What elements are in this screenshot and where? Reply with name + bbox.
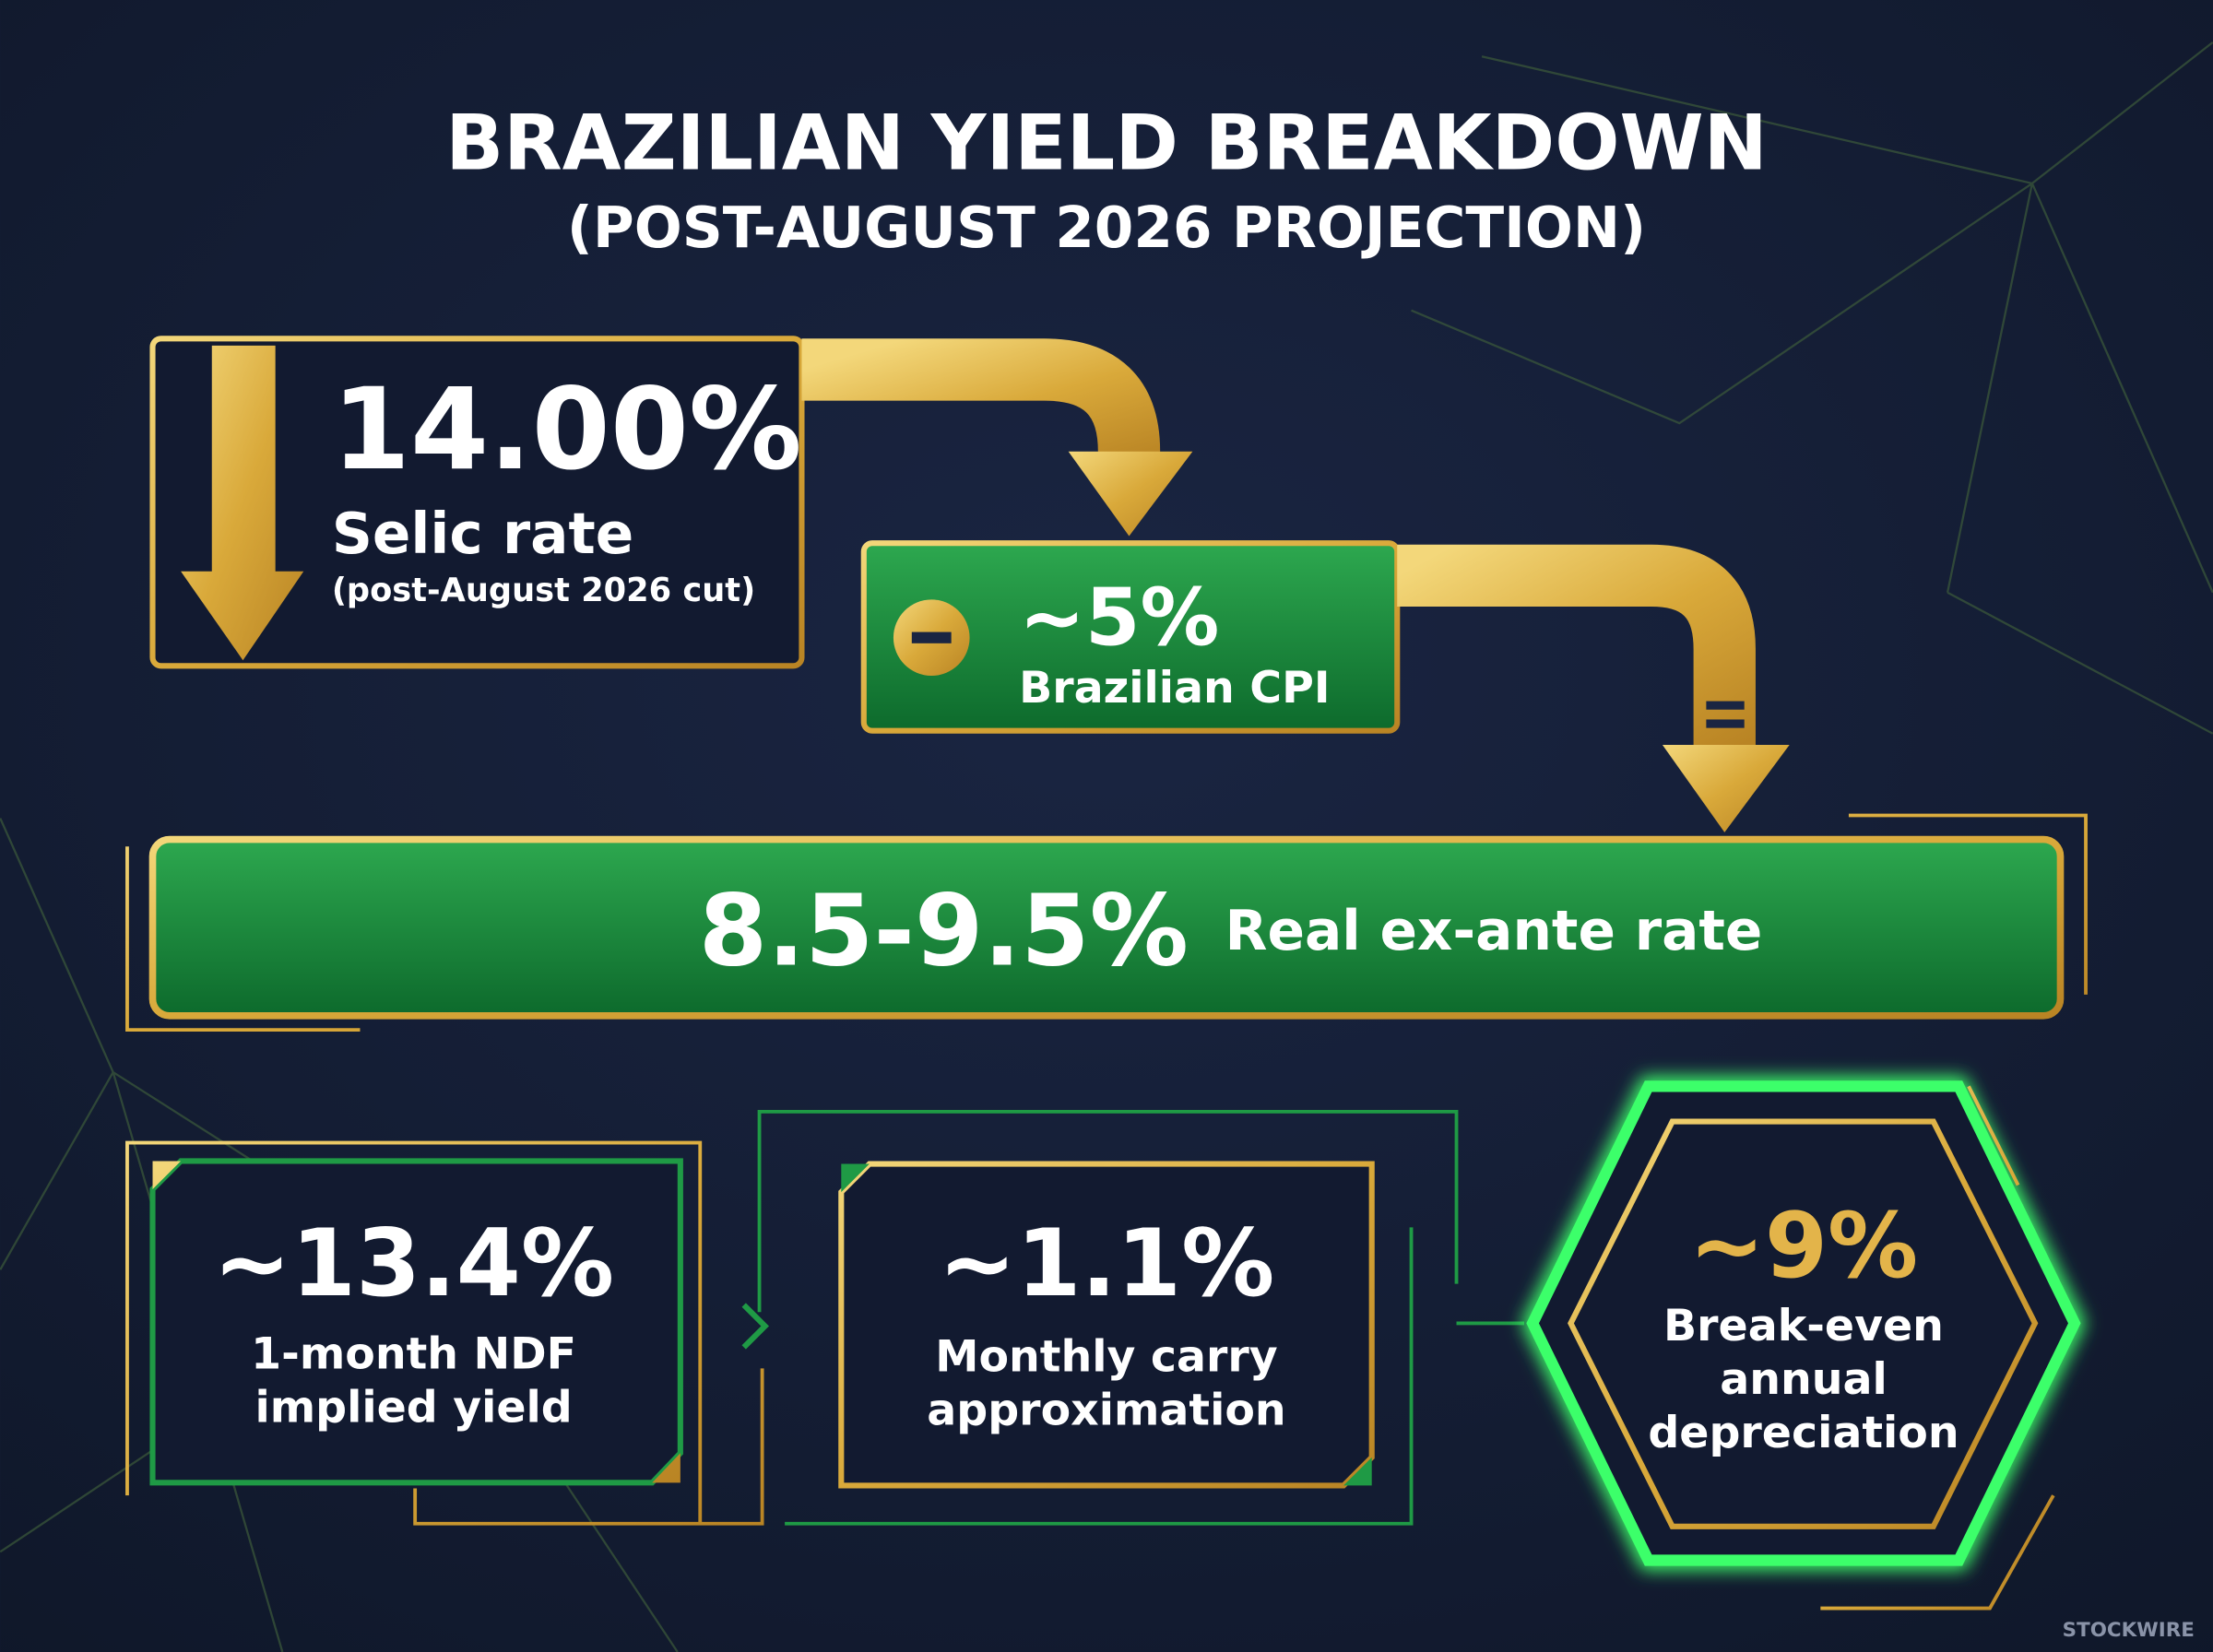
decor-lines	[1820, 1085, 2055, 1611]
breakeven-value: ~9%	[1689, 1194, 1918, 1299]
equals-bar	[1706, 701, 1745, 710]
breakeven-label: Break-even	[1663, 1301, 1944, 1351]
breakeven-hex	[1526, 1080, 2081, 1566]
breakeven-label: depreciation	[1648, 1408, 1959, 1458]
down-arrow	[181, 345, 304, 661]
carry-label: approximation	[927, 1386, 1285, 1436]
cpi-value: ~5%	[1019, 572, 1219, 664]
chevron	[741, 1303, 769, 1350]
carry-label: Monthly carry	[935, 1331, 1278, 1382]
arrow-head	[1068, 451, 1193, 537]
decor-lines	[125, 813, 2088, 1032]
ndf-label: 1-month NDF	[251, 1328, 576, 1379]
real-rate-bar	[148, 835, 2065, 1020]
selic-label: Selic rate	[332, 502, 633, 567]
minus-bar	[911, 631, 952, 643]
subtitle: (POST-AUGUST 2026 PROJECTION)	[567, 195, 1646, 261]
carry-value: ~1.1%	[939, 1209, 1275, 1317]
ndf-value: ~13.4%	[213, 1209, 614, 1317]
arrow-head	[1662, 745, 1790, 832]
equals-bar	[1706, 719, 1745, 728]
real-rate-value: 8.5-9.5%	[699, 875, 1189, 989]
cpi-box	[860, 540, 1401, 734]
watermark: STOCKWIRE	[2063, 1619, 2195, 1642]
cpi-label: Brazilian CPI	[1019, 663, 1330, 714]
ndf-label: implied yield	[254, 1383, 572, 1434]
flow-arrow	[1397, 544, 1756, 755]
selic-note: (post-August 2026 cut)	[332, 572, 755, 609]
selic-value: 14.00%	[332, 363, 802, 495]
title: BRAZILIAN YIELD BREAKDOWN	[445, 100, 1768, 188]
breakeven-label: annual	[1720, 1354, 1888, 1405]
hex-inner	[1568, 1118, 2039, 1529]
selic-box	[149, 336, 805, 669]
decor-lines	[125, 1140, 764, 1526]
real-rate-label: Real ex-ante rate	[1225, 900, 1763, 963]
flow-arrow	[801, 338, 1161, 466]
decor-lines	[757, 1109, 1459, 1526]
